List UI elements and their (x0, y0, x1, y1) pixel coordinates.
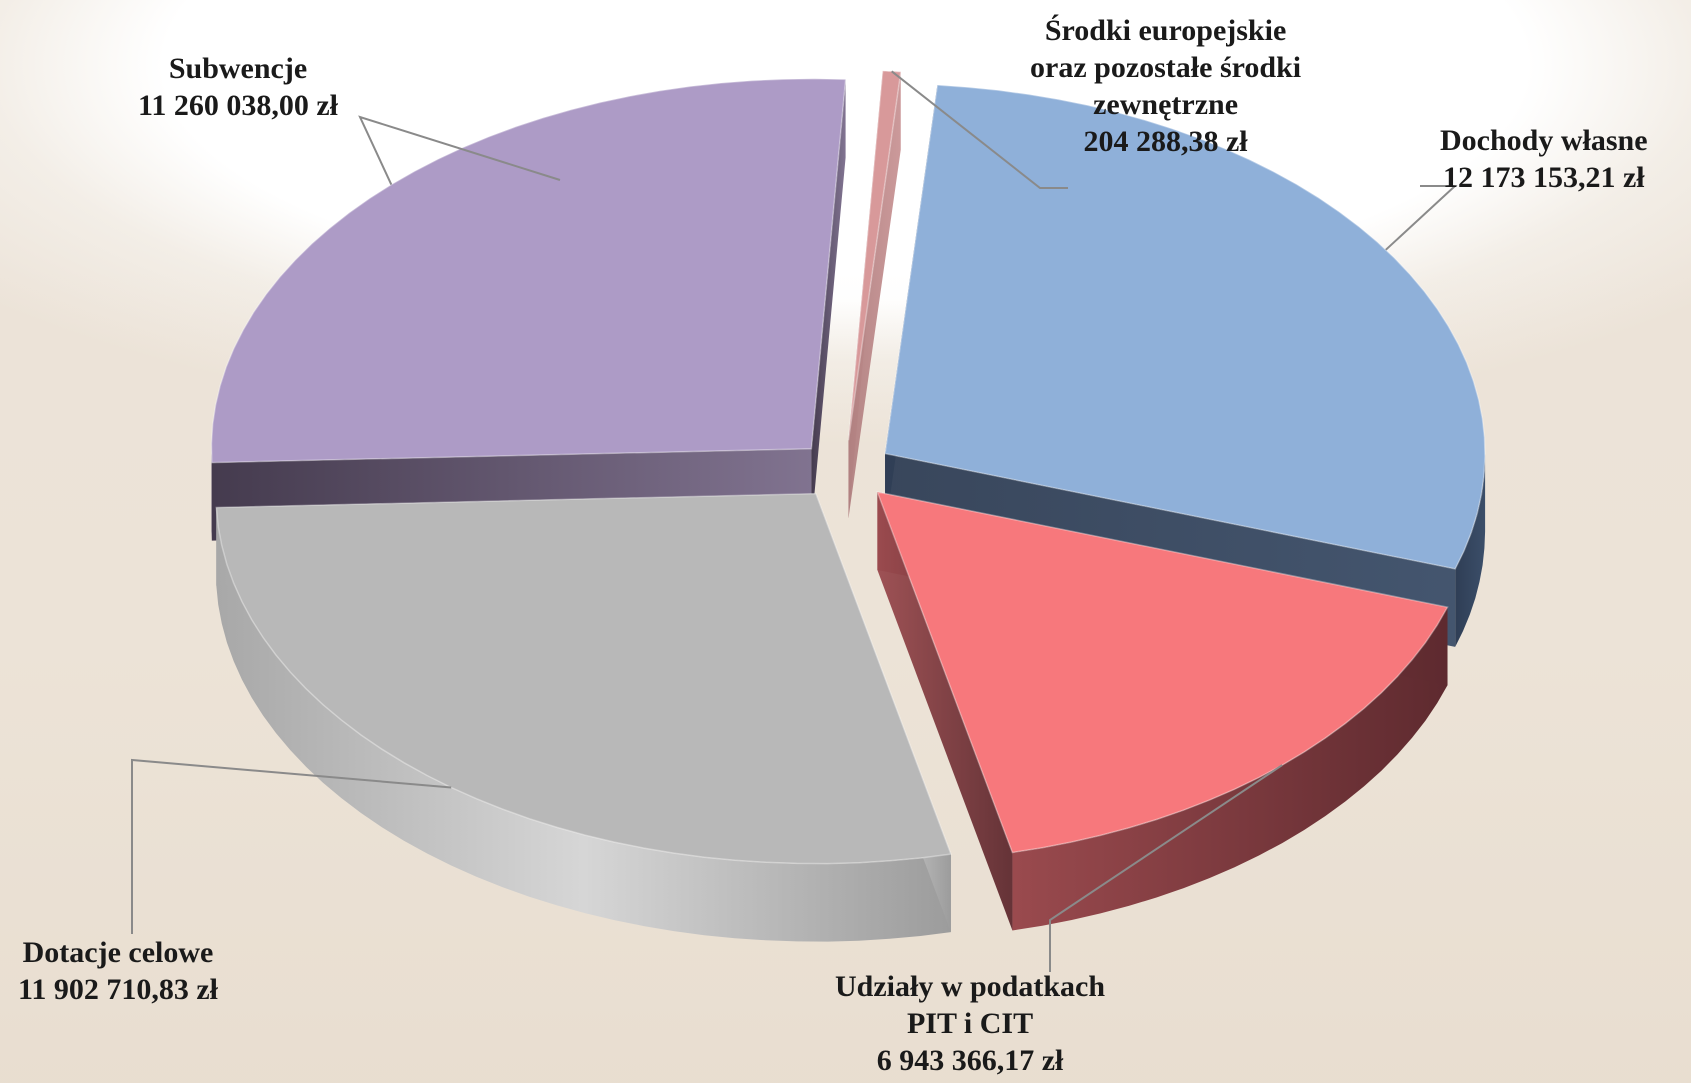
leader-line-subwencje (358, 115, 561, 186)
label-subwencje-value: 11 260 038,00 zł (138, 89, 338, 122)
label-subwencje: Subwencje 11 260 038,00 zł (138, 50, 338, 124)
label-srodki-line2: oraz pozostałe środki (1030, 51, 1302, 84)
label-dotacje-celowe: Dotacje celowe 11 902 710,83 zł (18, 934, 218, 1008)
slice-rim-dotacje-celowe (216, 507, 951, 942)
slice-rim-dochody-wlasne (1455, 453, 1486, 647)
slice-wall-subwencje (811, 79, 846, 527)
label-dotacje-celowe-name: Dotacje celowe (22, 936, 214, 969)
slice-dochody-wlasne (884, 84, 1486, 570)
slice-subwencje (210, 78, 847, 464)
leader-line-udzialy (1049, 764, 1283, 972)
slice-wall-udzialy (877, 491, 1013, 931)
label-subwencje-name: Subwencje (168, 52, 308, 85)
label-srodki-value: 204 288,38 zł (1083, 125, 1248, 158)
label-dochody-wlasne-value: 12 173 153,21 zł (1442, 161, 1645, 194)
label-srodki-europejskie: Środki europejskie oraz pozostałe środki… (1030, 12, 1301, 160)
label-dochody-wlasne-name: Dochody własne (1440, 124, 1648, 157)
label-udzialy: Udziały w podatkach PIT i CIT 6 943 366,… (835, 968, 1105, 1079)
slice-dotacje-celowe (215, 492, 952, 865)
label-dotacje-celowe-value: 11 902 710,83 zł (18, 973, 218, 1006)
label-udzialy-line2: PIT i CIT (906, 1007, 1034, 1040)
label-dochody-wlasne: Dochody własne 12 173 153,21 zł (1440, 122, 1648, 196)
label-srodki-line1: Środki europejskie (1044, 14, 1287, 47)
slice-srodki-europejskie (847, 70, 902, 441)
leader-line-srodki-europejskie (891, 70, 1068, 189)
leader-line-dotacje-celowe (131, 758, 452, 934)
label-srodki-line3: zewnętrzne (1093, 88, 1239, 121)
label-udzialy-value: 6 943 366,17 zł (876, 1044, 1064, 1077)
leader-line-dochody-wlasne (1385, 185, 1458, 251)
label-udzialy-line1: Udziały w podatkach (835, 970, 1106, 1003)
slice-rim-udzialy (1012, 607, 1448, 931)
slice-wall-srodki-europejskie (848, 71, 901, 519)
